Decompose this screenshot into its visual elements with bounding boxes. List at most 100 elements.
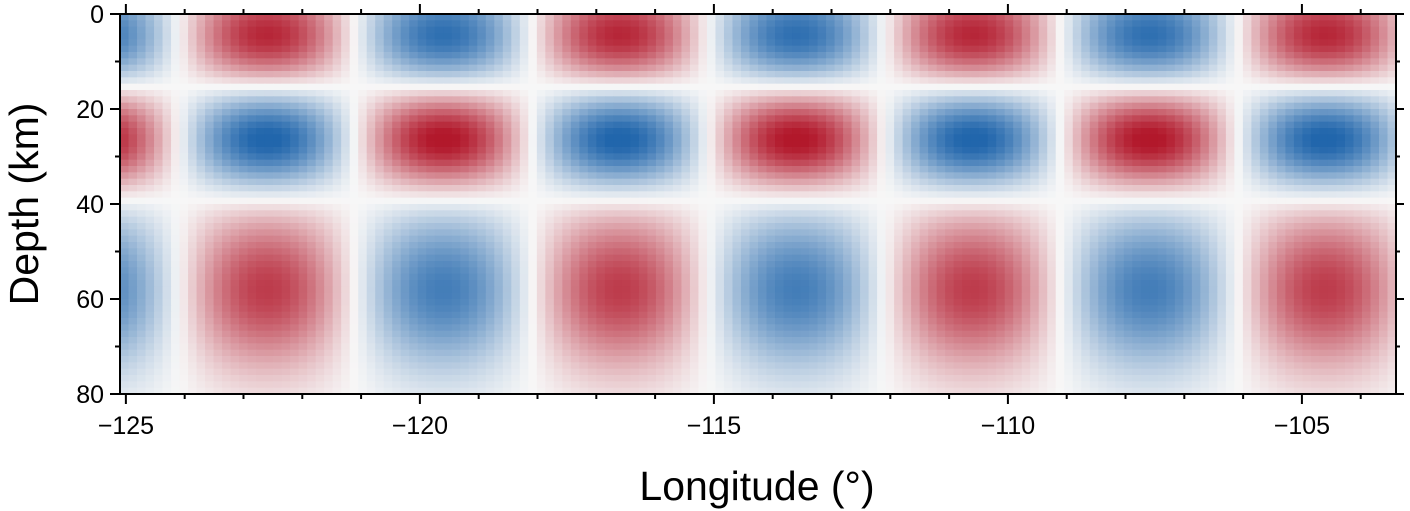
heatmap-cell — [996, 140, 1006, 148]
heatmap-cell — [281, 26, 291, 34]
heatmap-cell — [732, 147, 742, 154]
heatmap-cell — [179, 134, 189, 142]
heatmap-cell — [375, 33, 385, 40]
heatmap-cell — [1098, 216, 1108, 224]
heatmap-cell — [1140, 191, 1150, 199]
heatmap-cell — [621, 197, 631, 205]
heatmap-cell — [239, 191, 249, 199]
heatmap-cell — [817, 109, 827, 116]
heatmap-cell — [1285, 90, 1295, 97]
heatmap-cell — [485, 223, 495, 230]
heatmap-cell — [230, 39, 240, 47]
heatmap-cell — [979, 14, 989, 21]
heatmap-cell — [945, 153, 955, 161]
heatmap-cell — [460, 166, 470, 173]
heatmap-cell — [1013, 39, 1023, 47]
heatmap-cell — [1021, 90, 1031, 97]
heatmap-cell — [332, 52, 342, 59]
heatmap-cell — [851, 128, 861, 135]
heatmap-cell — [655, 216, 666, 224]
heatmap-cell — [749, 71, 759, 78]
heatmap-cell — [919, 14, 929, 21]
heatmap-cell — [451, 14, 461, 21]
heatmap-cell — [154, 140, 164, 148]
heatmap-cell — [936, 166, 946, 173]
heatmap-cell — [843, 33, 853, 40]
heatmap-cell — [145, 147, 155, 154]
heatmap-cell — [809, 210, 819, 218]
heatmap-cell — [417, 52, 427, 59]
heatmap-cell — [519, 45, 529, 53]
heatmap-cell — [1030, 178, 1040, 186]
heatmap-cell — [885, 83, 895, 91]
heatmap-cell — [290, 153, 300, 161]
heatmap-cell — [1030, 147, 1040, 154]
heatmap-cell — [1132, 39, 1142, 47]
heatmap-cell — [766, 77, 776, 85]
heatmap-cell — [655, 20, 666, 28]
heatmap-cell — [1013, 77, 1023, 85]
heatmap-cell — [792, 115, 802, 123]
heatmap-cell — [1106, 191, 1116, 199]
heatmap-cell — [766, 45, 776, 53]
heatmap-cell — [145, 140, 155, 148]
heatmap-cell — [970, 159, 980, 167]
heatmap-cell — [851, 204, 861, 211]
heatmap-cell — [1013, 134, 1023, 142]
heatmap-cell — [1047, 197, 1057, 205]
heatmap-cell — [1276, 26, 1287, 34]
heatmap-cell — [698, 216, 708, 224]
heatmap-cell — [1200, 210, 1210, 218]
heatmap-cell — [1387, 58, 1397, 66]
heatmap-cell — [970, 45, 980, 53]
heatmap-cell — [587, 147, 597, 154]
heatmap-cell — [1242, 216, 1252, 224]
heatmap-cell — [766, 185, 776, 192]
heatmap-cell — [1174, 197, 1184, 205]
heatmap-cell — [868, 172, 878, 180]
heatmap-cell — [655, 134, 666, 142]
heatmap-cell — [621, 172, 631, 180]
heatmap-cell — [843, 96, 853, 104]
heatmap-cell — [1208, 159, 1218, 167]
heatmap-cell — [1242, 109, 1252, 116]
heatmap-cell — [545, 33, 555, 40]
heatmap-cell — [426, 153, 436, 161]
heatmap-cell — [1174, 96, 1184, 104]
heatmap-cell — [868, 178, 878, 186]
heatmap-cell — [213, 128, 223, 135]
heatmap-cell — [528, 159, 538, 167]
heatmap-cell — [809, 33, 819, 40]
heatmap-cell — [740, 52, 751, 59]
heatmap-cell — [536, 20, 546, 28]
heatmap-cell — [672, 83, 683, 91]
heatmap-cell — [809, 102, 819, 110]
heatmap-cell — [451, 210, 461, 218]
heatmap-cell — [1361, 216, 1372, 224]
heatmap-cell — [553, 64, 563, 72]
heatmap-cell — [1064, 96, 1074, 104]
heatmap-cell — [145, 185, 155, 192]
heatmap-cell — [851, 216, 861, 224]
heatmap-cell — [894, 90, 904, 97]
heatmap-cell — [851, 45, 861, 53]
heatmap-cell — [375, 191, 385, 199]
heatmap-cell — [545, 191, 555, 199]
heatmap-cell — [273, 83, 283, 91]
heatmap-cell — [834, 64, 844, 72]
heatmap-cell — [1149, 210, 1159, 218]
heatmap-cell — [843, 77, 853, 85]
heatmap-cell — [545, 45, 555, 53]
heatmap-cell — [621, 121, 631, 129]
heatmap-cell — [1319, 204, 1329, 211]
heatmap-cell — [222, 128, 232, 135]
heatmap-cell — [528, 172, 538, 180]
heatmap-cell — [392, 121, 402, 129]
heatmap-cell — [1259, 14, 1269, 21]
heatmap-cell — [1140, 159, 1150, 167]
heatmap-cell — [426, 58, 436, 66]
heatmap-cell — [400, 153, 410, 161]
heatmap-cell — [1276, 71, 1287, 78]
heatmap-cell — [1242, 102, 1252, 110]
heatmap-cell — [1378, 96, 1389, 104]
